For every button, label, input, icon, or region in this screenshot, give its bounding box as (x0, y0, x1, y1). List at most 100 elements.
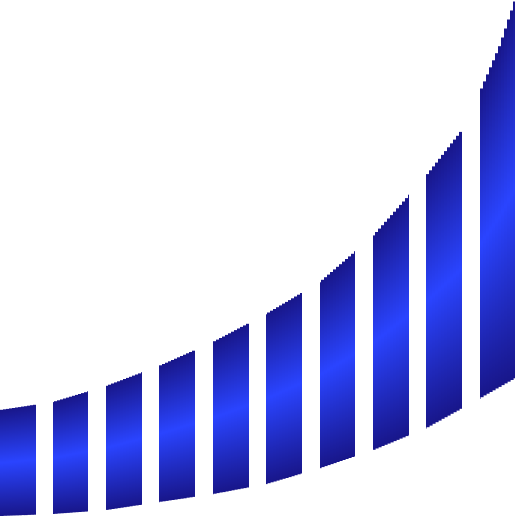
band-strip (108, 384, 112, 510)
band-strip (117, 381, 121, 509)
band-strip (402, 201, 406, 438)
band-strip (222, 336, 226, 493)
band-strip (405, 198, 409, 437)
band-strip (321, 279, 325, 468)
band-strip (501, 37, 505, 386)
band-strip (30, 405, 34, 515)
band-strip (393, 211, 397, 442)
band-strip (72, 395, 76, 513)
band-strip (192, 350, 196, 497)
band-strip (267, 312, 271, 484)
band-strip (399, 204, 403, 439)
band-strip (111, 383, 115, 509)
band-strip (390, 215, 394, 443)
band-strip (171, 360, 175, 500)
band-strip (447, 147, 451, 416)
band-strip (75, 394, 79, 513)
band-strip (66, 397, 70, 513)
band-strip (432, 166, 436, 424)
band-strip (225, 334, 229, 492)
band-strip (375, 232, 379, 449)
band-strip (237, 328, 241, 490)
band-strip (333, 269, 337, 464)
band-strip (123, 379, 127, 508)
band-strip (510, 10, 514, 380)
band-strip (456, 135, 460, 411)
band-strip (396, 208, 400, 440)
band-strip (78, 394, 82, 512)
band-strip (3, 409, 7, 516)
band-strip (342, 261, 346, 460)
band-strip (54, 401, 58, 514)
band-strip (33, 404, 37, 515)
band-strip (234, 330, 238, 490)
band-strip (27, 405, 31, 515)
band-strip (9, 408, 13, 516)
band-strip (504, 28, 508, 384)
band-strip (69, 396, 73, 513)
band-strip (297, 294, 301, 475)
band-strip (57, 400, 61, 514)
band-strip (459, 131, 463, 409)
band-strip (189, 352, 193, 498)
band-strip (387, 218, 391, 444)
band-strip (135, 374, 139, 506)
band-strip (507, 19, 511, 382)
band-strip (81, 393, 85, 512)
band-strip (381, 225, 385, 446)
band-strip (435, 162, 439, 423)
band-strip (213, 341, 217, 494)
band-strip (60, 399, 64, 514)
band-strip (159, 365, 163, 502)
band-strip (450, 143, 454, 414)
band-strip (276, 307, 280, 481)
band-strip (243, 325, 247, 489)
band-strip (288, 300, 292, 478)
band-strip (21, 406, 25, 516)
band-strip (186, 353, 190, 498)
band-strip (300, 293, 304, 474)
band-strip (183, 354, 187, 499)
band-strip (489, 67, 493, 393)
band-strip (480, 88, 484, 398)
band-strip (165, 362, 169, 501)
band-strip (513, 1, 515, 379)
band-strip (0, 409, 4, 516)
band-strip (444, 151, 448, 418)
band-strip (282, 303, 286, 479)
band-strip (120, 380, 124, 508)
band-strip (63, 398, 67, 514)
band-strip (498, 46, 502, 387)
band-strip (270, 310, 274, 483)
band-strip (348, 256, 352, 458)
band-strip (324, 277, 328, 467)
band-strip (492, 60, 496, 391)
band-strip (330, 272, 334, 465)
band-strip (426, 174, 430, 428)
band-strip (438, 158, 442, 421)
band-strip (246, 323, 250, 488)
band-strip (486, 74, 490, 394)
band-strip (18, 407, 22, 516)
band-strip (327, 274, 331, 466)
band-strip (180, 356, 184, 499)
band-strip (453, 139, 457, 413)
band-strip (174, 358, 178, 500)
band-strip (291, 298, 295, 477)
band-strip (132, 375, 136, 506)
band-strip (351, 253, 355, 457)
band-strip (495, 53, 499, 389)
band-strip (126, 377, 130, 507)
band-strip (240, 326, 244, 489)
band-strip (219, 338, 223, 493)
band-strip (372, 235, 376, 450)
band-strip (441, 154, 445, 419)
band-strip (177, 357, 181, 500)
band-strip (483, 81, 487, 396)
band-strip (84, 392, 88, 512)
band-strip (279, 305, 283, 480)
band-strip (138, 373, 142, 505)
band-strip (216, 339, 220, 494)
band-strip (24, 406, 28, 516)
band-strip (162, 364, 166, 502)
